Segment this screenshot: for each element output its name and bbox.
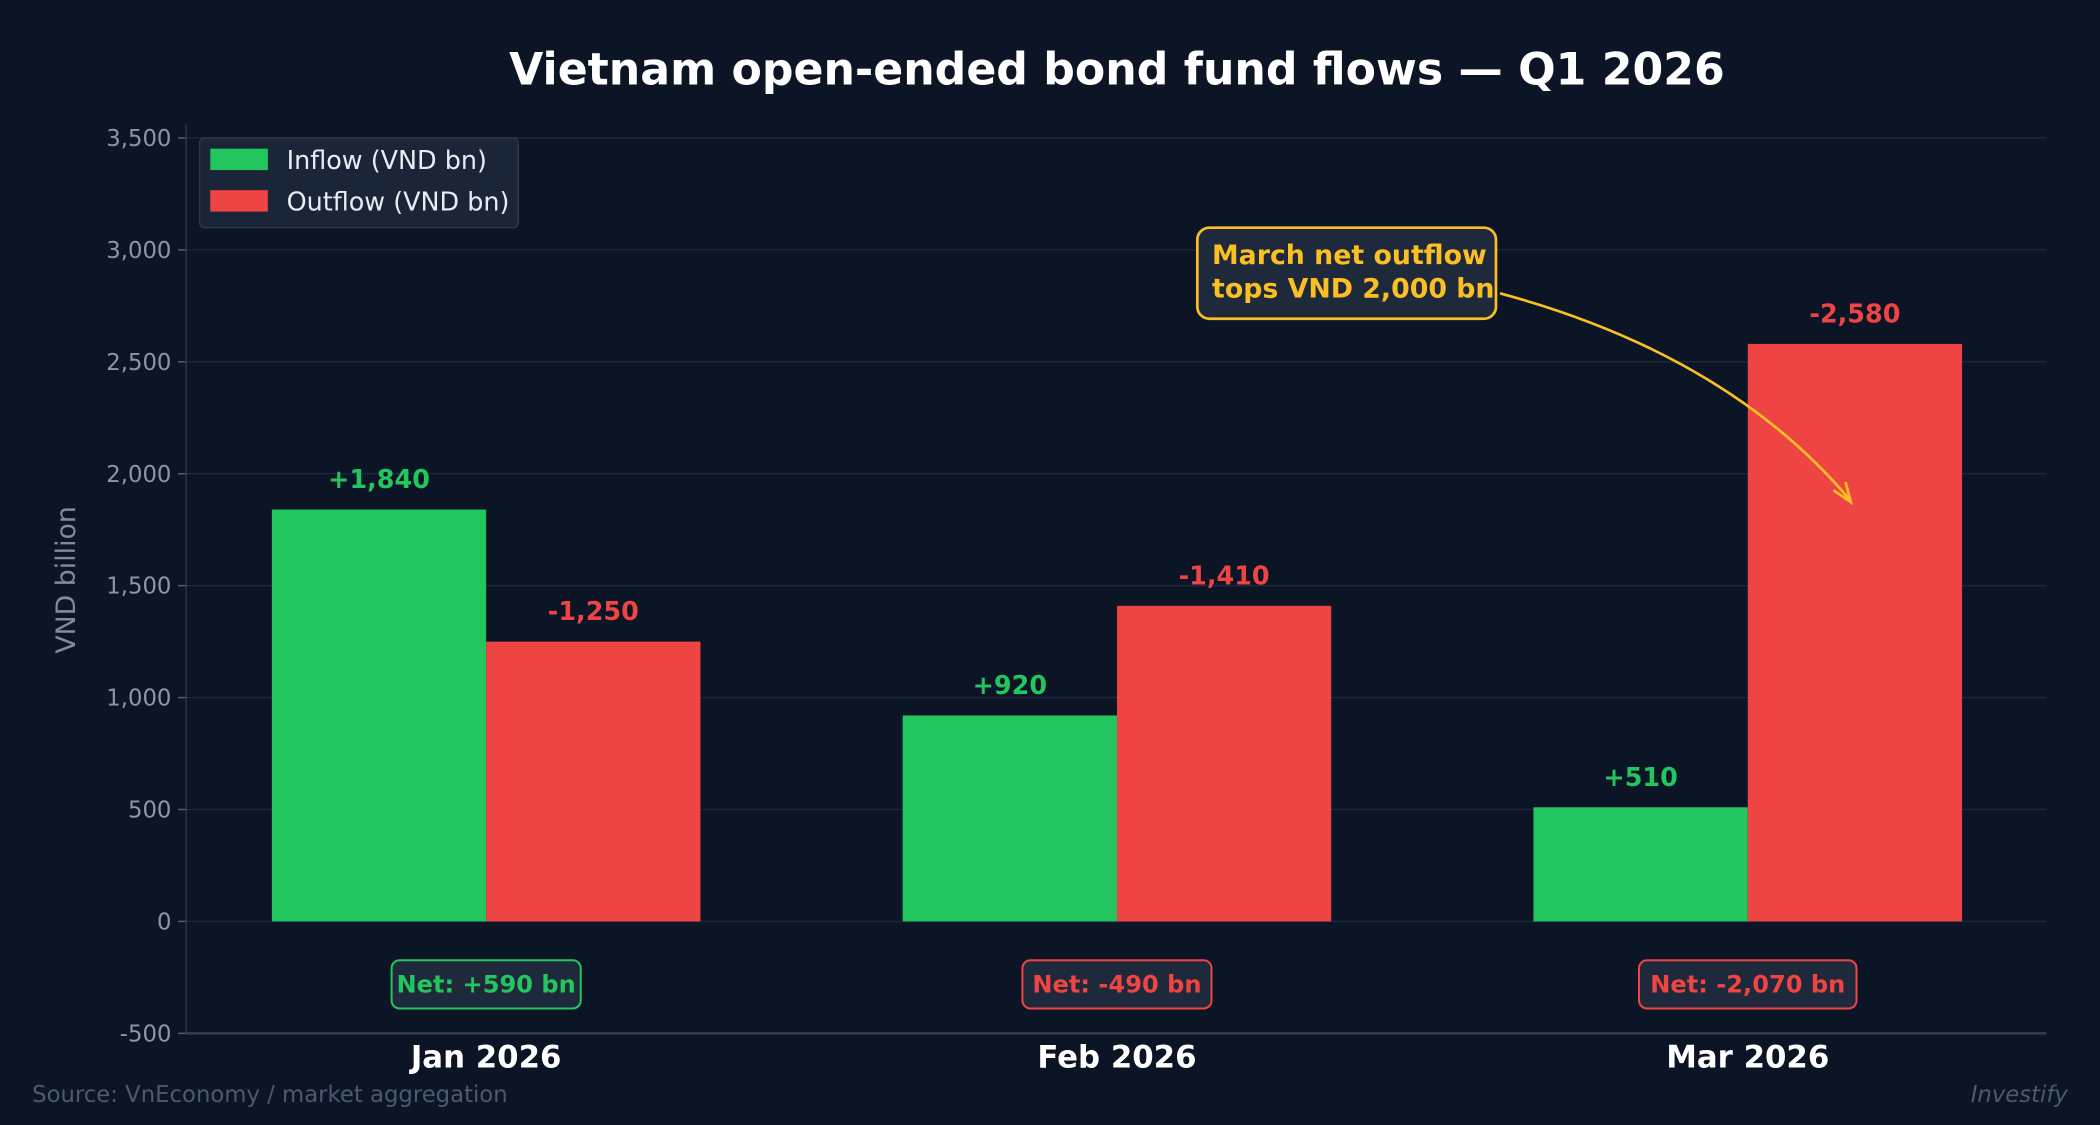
y-tick-label: 3,000 bbox=[106, 238, 171, 264]
source-note: Source: VnEconomy / market aggregation bbox=[32, 1082, 508, 1108]
bar-outflow bbox=[1116, 605, 1332, 922]
net-badge-label: Net: -490 bn bbox=[1032, 970, 1201, 998]
watermark: Investify bbox=[1971, 1082, 2069, 1108]
net-badge bbox=[1638, 959, 1858, 1010]
bar-value-label: +510 bbox=[1603, 762, 1677, 792]
x-tick-label: Jan 2026 bbox=[409, 1039, 562, 1075]
annotation-arrow bbox=[1499, 292, 1851, 501]
annotation: March net outflow tops VND 2,000 bn bbox=[1195, 226, 1854, 506]
annotation-line-1: March net outflow bbox=[1212, 240, 1487, 271]
bar-value-label: -1,250 bbox=[548, 596, 639, 626]
legend: Inflow (VND bn) Outflow (VND bn) bbox=[198, 137, 519, 229]
net-badge-label: Net: -2,070 bn bbox=[1650, 970, 1845, 998]
y-tick-label: -500 bbox=[120, 1021, 172, 1047]
net-badge bbox=[390, 959, 582, 1010]
y-tick-label: 1,000 bbox=[106, 686, 171, 712]
chart-title: Vietnam open-ended bond fund flows — Q1 … bbox=[509, 44, 1725, 95]
legend-swatch-inflow bbox=[210, 148, 268, 171]
arrow-head-icon bbox=[1832, 481, 1854, 506]
bar-inflow bbox=[1533, 807, 1748, 922]
bar-value-label: +1,840 bbox=[328, 464, 430, 494]
y-tick-label: 0 bbox=[157, 909, 171, 935]
y-axis-label: VND billion bbox=[51, 506, 82, 654]
y-tick-label: 1,500 bbox=[106, 574, 171, 600]
annotation-box bbox=[1195, 226, 1498, 321]
legend-label-outflow: Outflow (VND bn) bbox=[287, 186, 510, 216]
legend-box bbox=[198, 137, 519, 229]
bar-outflow bbox=[486, 641, 701, 922]
legend-swatch-outflow bbox=[210, 190, 268, 212]
bar-inflow bbox=[271, 509, 487, 922]
net-badge bbox=[1021, 959, 1213, 1010]
x-tick-label: Mar 2026 bbox=[1666, 1039, 1829, 1075]
annotation-line-2: tops VND 2,000 bn bbox=[1212, 273, 1494, 304]
bar-value-label: +920 bbox=[973, 670, 1047, 700]
bar-outflow bbox=[1747, 343, 1963, 922]
y-tick-label: 2,500 bbox=[106, 350, 171, 376]
net-badge-label: Net: +590 bn bbox=[396, 970, 575, 998]
bar-value-label: -1,410 bbox=[1179, 560, 1270, 590]
y-tick-label: 500 bbox=[128, 798, 171, 824]
legend-label-inflow: Inflow (VND bn) bbox=[287, 145, 487, 175]
y-tick-label: 3,500 bbox=[106, 126, 171, 152]
bar-value-label: -2,580 bbox=[1809, 298, 1900, 328]
x-tick-label: Feb 2026 bbox=[1037, 1039, 1196, 1075]
y-tick-label: 2,000 bbox=[106, 462, 171, 488]
bar-inflow bbox=[902, 715, 1117, 922]
